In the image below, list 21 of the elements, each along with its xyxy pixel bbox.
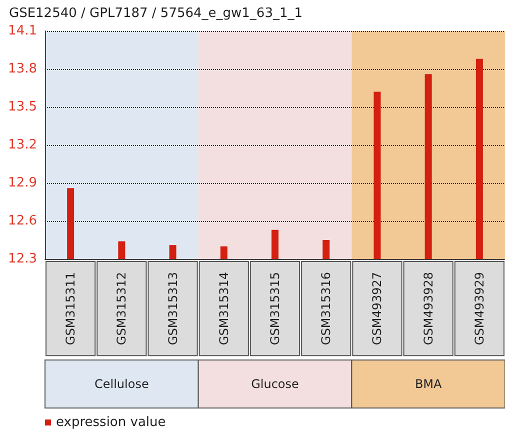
x-tick-label: GSM493928 xyxy=(421,272,436,346)
y-tick-label: 13.2 xyxy=(8,138,37,152)
y-tick-label: 13.5 xyxy=(8,100,37,114)
legend-label: expression value xyxy=(56,415,166,430)
x-tick-label: GSM315313 xyxy=(166,272,180,346)
text: BMA xyxy=(414,377,443,391)
chart-title: GSE12540 / GPL7187 / 57564_e_gw1_63_1_1 xyxy=(9,6,303,21)
y-tick-label: 12.3 xyxy=(8,252,37,266)
text: Glucose xyxy=(251,377,299,391)
x-tick-label: GSM315312 xyxy=(114,272,129,346)
y-tick-label: 13.8 xyxy=(8,62,37,76)
text: Cellulose xyxy=(94,377,149,391)
x-tick-label: GSM315315 xyxy=(268,272,282,346)
y-tick-label: 12.6 xyxy=(8,214,37,228)
x-tick-label: GSM315314 xyxy=(216,272,231,346)
x-tick-label: GSM493929 xyxy=(472,272,486,346)
y-tick-label: 12.9 xyxy=(8,176,37,190)
y-tick-label: 14.1 xyxy=(8,24,37,38)
x-tick-label: GSM315316 xyxy=(319,272,334,346)
x-tick-label: GSM315311 xyxy=(64,272,78,346)
x-tick-label: GSM493927 xyxy=(370,272,384,346)
